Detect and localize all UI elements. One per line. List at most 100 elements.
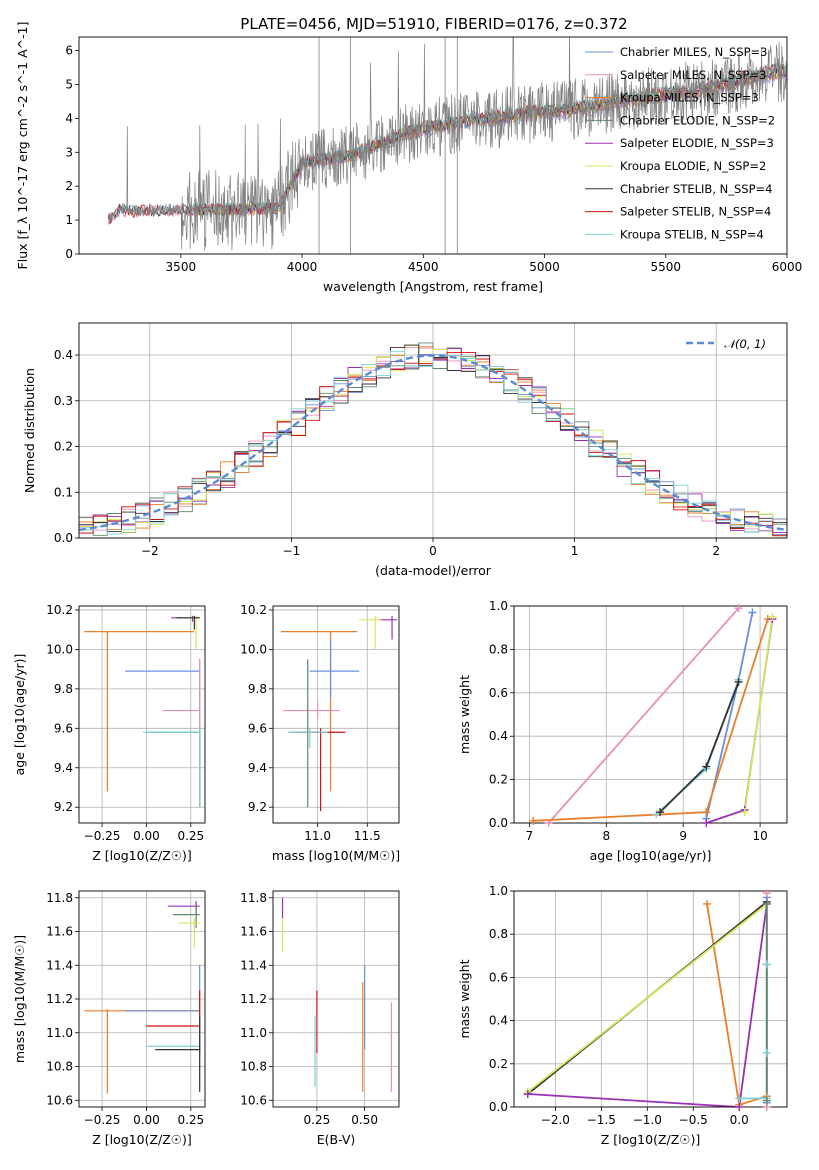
y-tick-label: 11.2 xyxy=(46,992,73,1006)
y-axis-label: Flux [f_λ 10^-17 erg cm^-2 s^-1 A^-1] xyxy=(15,22,30,270)
mass-weight-marker xyxy=(544,819,553,827)
legend-label: Kroupa MILES, N_SSP=3 xyxy=(620,91,759,105)
legend-label: Salpeter ELODIE, N_SSP=3 xyxy=(620,136,774,150)
x-axis-label: wavelength [Angstrom, rest frame] xyxy=(323,279,543,294)
normal-reference-curve xyxy=(79,354,787,532)
legend-label: 𝒩(0, 1) xyxy=(724,337,766,351)
y-tick-label: 9.6 xyxy=(54,721,73,735)
y-axis-label: mass weight xyxy=(457,675,472,754)
mass-weight-marker xyxy=(734,677,743,686)
y-tick-label: 9.2 xyxy=(248,800,267,814)
x-tick-label: −1.5 xyxy=(587,1113,616,1127)
x-tick-label: 0.00 xyxy=(133,829,160,843)
panel-residuals: −2 −1 0 1 2 0.0 0.1 0.2 0.3 0.4 (data-model)/error… xyxy=(22,322,788,578)
y-tick-label: 11.4 xyxy=(46,958,73,972)
panel-mass-vs-Z: −0.25 0.00 0.25 10.6 10.8 11.0 11.2 11.4 11.6 11.… xyxy=(12,890,206,1147)
x-axis-label: age [log10(age/yr)] xyxy=(590,848,712,863)
plot-area-spectrum xyxy=(107,37,787,254)
y-tick-label: 9.2 xyxy=(54,800,73,814)
y-tick-label: 0.4 xyxy=(489,729,508,743)
x-tick-label: −2 xyxy=(141,544,159,558)
y-tick-label: 0.1 xyxy=(54,485,73,499)
x-tick-label: −0.25 xyxy=(84,829,121,843)
x-axis-label: Z [log10(Z/Z☉)] xyxy=(92,848,192,863)
mass-weight-marker xyxy=(762,889,771,898)
x-tick-label: 5500 xyxy=(650,260,681,274)
x-tick-label: 10 xyxy=(752,829,767,843)
legend-label: Salpeter STELIB, N_SSP=4 xyxy=(620,205,771,219)
y-tick-label: 1 xyxy=(65,213,73,227)
y-tick-label: 10.6 xyxy=(46,1093,73,1107)
axes-frame xyxy=(272,605,400,824)
axes-frame xyxy=(78,322,788,539)
plot-area-residuals xyxy=(79,342,787,537)
y-tick-label: 0.8 xyxy=(489,927,508,941)
x-tick-label: 0.25 xyxy=(177,829,204,843)
y-tick-label: 0.2 xyxy=(489,1057,508,1071)
axes-frame xyxy=(78,605,206,824)
panel-massweight-vs-Z: −2.0 −1.5 −1.0 −0.5 0.0 0.0 0.2 0.4 0.6 0.8 1.0 Z [… xyxy=(457,884,788,1147)
y-tick-label: 0.3 xyxy=(54,394,73,408)
panel-age-vs-mass: 11.0 11.5 9.2 9.4 9.6 9.8 10.0 10.2 mass [log10(… xyxy=(240,603,400,863)
y-tick-label: 10.6 xyxy=(240,1093,267,1107)
y-tick-label: 11.6 xyxy=(240,925,267,939)
y-axis-label: mass [log10(M/M☉)] xyxy=(12,935,27,1063)
x-tick-label: −1 xyxy=(283,544,301,558)
y-tick-label: 9.8 xyxy=(248,682,267,696)
x-axis-label: (data-model)/error xyxy=(375,563,492,578)
y-tick-label: 11.2 xyxy=(240,992,267,1006)
mass-weight-marker xyxy=(703,899,712,908)
y-tick-label: 6 xyxy=(65,44,73,58)
residual-histogram xyxy=(79,350,787,535)
mass-weight-marker xyxy=(762,1096,771,1105)
x-tick-label: −0.25 xyxy=(84,1113,121,1127)
axes-frame xyxy=(513,890,788,1108)
y-tick-label: 3 xyxy=(65,145,73,159)
x-tick-label: 5000 xyxy=(529,260,560,274)
plot-area-age-vs-mass xyxy=(280,615,398,812)
y-tick-label: 0.6 xyxy=(489,686,508,700)
plot-area-mass-vs-ebv xyxy=(281,897,392,1092)
x-tick-label: 0.50 xyxy=(351,1113,378,1127)
panel-massweight-vs-age: 7 8 9 10 0.0 0.2 0.4 0.6 0.8 1.0 age [log10(age/yr… xyxy=(457,599,788,863)
y-tick-label: 10.0 xyxy=(240,642,267,656)
x-tick-label: 11.5 xyxy=(354,829,381,843)
axes-frame xyxy=(78,36,788,255)
x-tick-label: 4000 xyxy=(287,260,318,274)
panel-spectrum: 3500 4000 4500 5000 5500 6000 0 1 2 3 4 5 6 wavelengt… xyxy=(15,22,802,294)
mass-weight-marker xyxy=(702,762,711,771)
x-axis-label: Z [log10(Z/Z☉)] xyxy=(92,1132,192,1147)
axes-frame xyxy=(78,890,206,1108)
axes-frame xyxy=(513,605,788,824)
x-tick-label: 7 xyxy=(526,829,534,843)
y-tick-label: 0 xyxy=(65,247,73,261)
y-tick-label: 0.4 xyxy=(489,1014,508,1028)
mass-weight-line xyxy=(547,607,740,823)
y-tick-label: 5 xyxy=(65,77,73,91)
legend-label: Kroupa STELIB, N_SSP=4 xyxy=(620,227,764,241)
x-tick-label: 11.0 xyxy=(304,829,331,843)
y-tick-label: 11.8 xyxy=(240,891,267,905)
mass-weight-marker xyxy=(523,1090,532,1099)
x-tick-label: 2 xyxy=(712,544,720,558)
x-axis-label: mass [log10(M/M☉)] xyxy=(272,848,400,863)
y-axis-label: Normed distribution xyxy=(22,368,37,493)
x-tick-label: 3500 xyxy=(166,260,197,274)
y-tick-label: 0.2 xyxy=(54,440,73,454)
y-tick-label: 1.0 xyxy=(489,599,508,613)
mass-weight-marker xyxy=(762,960,771,969)
x-tick-label: 0.00 xyxy=(133,1113,160,1127)
y-tick-label: 11.0 xyxy=(240,1026,267,1040)
mass-weight-marker xyxy=(762,899,771,908)
mass-weight-marker xyxy=(735,1103,744,1111)
x-tick-label: 0.0 xyxy=(730,1113,749,1127)
y-tick-label: 9.4 xyxy=(248,761,267,775)
y-tick-label: 10.2 xyxy=(46,603,73,617)
y-axis-label: mass weight xyxy=(457,959,472,1038)
y-tick-label: 0.2 xyxy=(489,773,508,787)
x-tick-label: 1 xyxy=(571,544,579,558)
x-tick-label: −1.0 xyxy=(633,1113,662,1127)
axes-frame xyxy=(272,890,400,1108)
legend-label: Chabrier STELIB, N_SSP=4 xyxy=(620,182,772,196)
